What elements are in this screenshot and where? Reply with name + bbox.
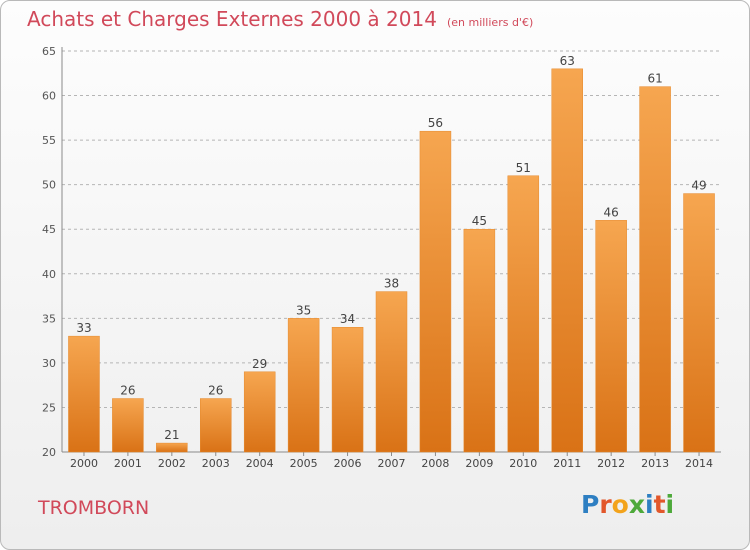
logo-letter: i	[645, 490, 654, 519]
bar-2011	[551, 68, 583, 453]
x-tick-label: 2002	[158, 457, 186, 470]
logo-letter: o	[611, 490, 629, 519]
x-tick-label: 2009	[465, 457, 493, 470]
bar-2001	[112, 398, 144, 453]
y-tick-label: 25	[42, 401, 56, 414]
data-label: 63	[560, 54, 575, 68]
chart-subtitle: (en milliers d'€)	[446, 16, 534, 29]
x-tick-label: 2003	[202, 457, 230, 470]
y-tick-label: 20	[42, 446, 56, 459]
bar-2013	[639, 86, 671, 453]
bar-2004	[243, 371, 276, 453]
data-label: 56	[428, 116, 443, 130]
grid-layer	[62, 50, 721, 408]
y-tick-label: 55	[42, 134, 56, 147]
chart-title: Achats et Charges Externes 2000 à 2014	[27, 7, 437, 31]
x-tick-label: 2012	[597, 457, 625, 470]
data-label: 38	[384, 277, 399, 291]
y-tick-label: 65	[42, 45, 56, 58]
bar-2005	[287, 318, 320, 453]
x-tick-label: 2005	[290, 457, 318, 470]
bar-2000	[68, 335, 100, 453]
bar-2003	[200, 398, 232, 453]
data-label: 33	[76, 321, 91, 335]
bar-2012	[595, 220, 627, 453]
x-tick-label: 2007	[378, 457, 406, 470]
bar-2010	[507, 175, 540, 453]
bar-2007	[375, 291, 408, 453]
data-label: 26	[120, 384, 135, 398]
x-tick-label: 2001	[114, 457, 142, 470]
y-tick-label: 30	[42, 357, 56, 370]
title-row: Achats et Charges Externes 2000 à 2014 (e…	[27, 7, 533, 31]
data-label: 26	[208, 384, 223, 398]
bar-2009	[463, 228, 496, 453]
x-tick-label: 2000	[70, 457, 98, 470]
bar-2002	[156, 442, 188, 453]
x-tick-label: 2010	[509, 457, 537, 470]
logo-letter: t	[653, 490, 666, 519]
logo-letter: r	[599, 490, 612, 519]
y-tick-label: 40	[42, 268, 56, 281]
data-label: 21	[164, 428, 179, 442]
x-tick-label: 2004	[246, 457, 274, 470]
bar-2014	[683, 193, 715, 453]
data-label: 51	[516, 161, 531, 175]
x-tick-label: 2011	[553, 457, 581, 470]
x-tick-label: 2008	[421, 457, 449, 470]
logo-letter: i	[665, 490, 675, 519]
bar-layer	[68, 68, 715, 453]
data-label: 34	[340, 312, 355, 326]
x-tick-label: 2006	[334, 457, 362, 470]
data-label: 29	[252, 357, 267, 371]
y-tick-label: 35	[42, 312, 56, 325]
bar-2006	[331, 326, 364, 453]
x-tick-label: 2014	[685, 457, 713, 470]
y-tick-label: 45	[42, 223, 56, 236]
bar-2008	[419, 130, 452, 453]
y-tick-label: 50	[42, 179, 56, 192]
data-label: 61	[647, 72, 662, 86]
y-tick-label: 60	[42, 90, 56, 103]
label-layer: 33 26 21 26 29 35 34 38 56 45 51 63 46 61 49	[76, 54, 706, 442]
x-tick-label: 2013	[641, 457, 669, 470]
logo-letter: x	[628, 490, 645, 519]
data-label: 46	[604, 205, 619, 219]
data-label: 49	[691, 179, 706, 193]
data-label: 35	[296, 303, 311, 317]
data-label: 45	[472, 214, 487, 228]
proxiti-logo: Proxiti	[581, 490, 674, 519]
commune-name: TROMBORN	[38, 497, 150, 519]
logo-letter: P	[581, 490, 600, 519]
